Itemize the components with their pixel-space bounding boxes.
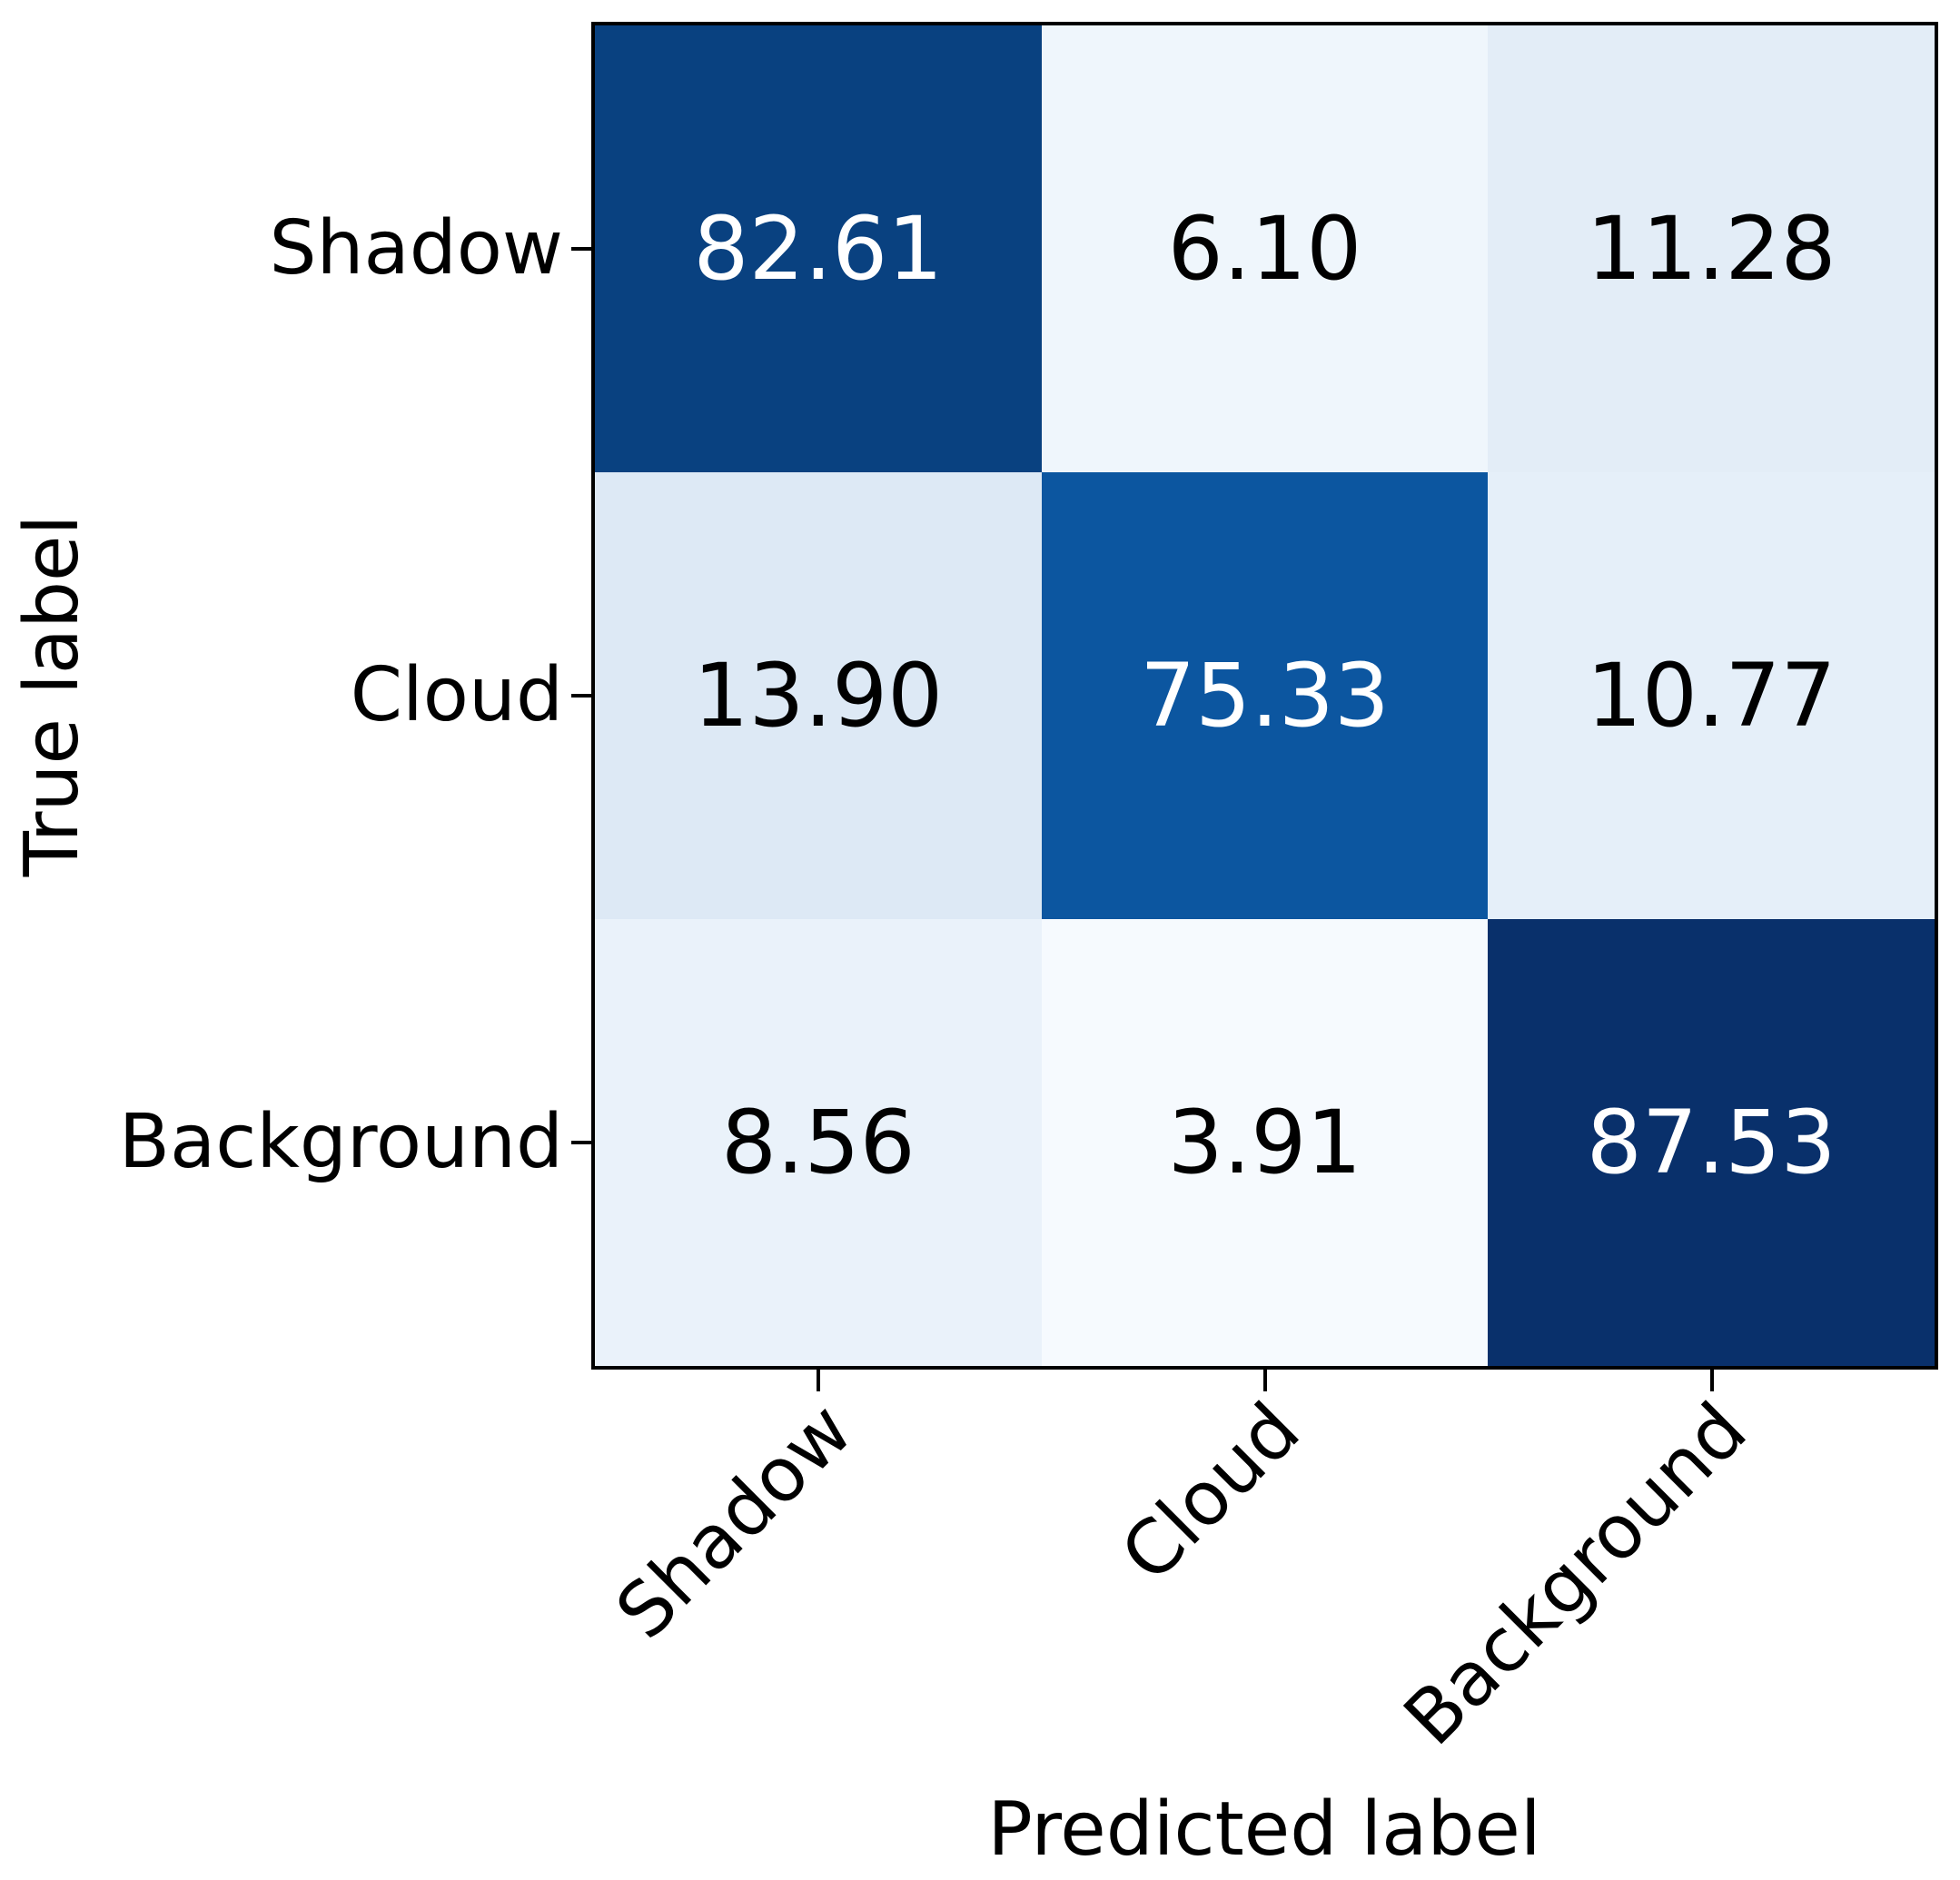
y-axis-title: True label bbox=[9, 514, 95, 877]
x-tick-label-cloud: Cloud bbox=[1104, 1387, 1317, 1598]
x-tick-label-background: Background bbox=[1388, 1387, 1764, 1763]
y-tick-label-shadow: Shadow bbox=[269, 205, 563, 292]
confusion-matrix-grid: 82.61 6.10 11.28 13.90 75.33 10.77 8.56 … bbox=[595, 25, 1935, 1366]
y-tick-label-cloud: Cloud bbox=[350, 652, 563, 738]
matrix-cell-shadow-background: 11.28 bbox=[1488, 25, 1935, 472]
matrix-cell-cloud-cloud: 75.33 bbox=[1041, 472, 1489, 919]
matrix-cell-background-background: 87.53 bbox=[1488, 919, 1935, 1366]
matrix-cell-background-shadow: 8.56 bbox=[595, 919, 1042, 1366]
x-tick-mark-background bbox=[1710, 1370, 1714, 1391]
x-tick-mark-cloud bbox=[1263, 1370, 1267, 1391]
matrix-cell-background-cloud: 3.91 bbox=[1041, 919, 1489, 1366]
matrix-cell-cloud-background: 10.77 bbox=[1488, 472, 1935, 919]
y-tick-mark-cloud bbox=[571, 694, 591, 698]
x-tick-label-shadow: Shadow bbox=[600, 1387, 870, 1657]
y-tick-mark-shadow bbox=[571, 247, 591, 251]
matrix-cell-cloud-shadow: 13.90 bbox=[595, 472, 1042, 919]
y-tick-mark-background bbox=[571, 1141, 591, 1144]
y-tick-label-background: Background bbox=[118, 1099, 563, 1185]
x-axis-title: Predicted label bbox=[987, 1786, 1541, 1873]
matrix-cell-shadow-cloud: 6.10 bbox=[1041, 25, 1489, 472]
plot-area: 82.61 6.10 11.28 13.90 75.33 10.77 8.56 … bbox=[591, 22, 1938, 1370]
x-tick-mark-shadow bbox=[817, 1370, 820, 1391]
matrix-cell-shadow-shadow: 82.61 bbox=[595, 25, 1042, 472]
